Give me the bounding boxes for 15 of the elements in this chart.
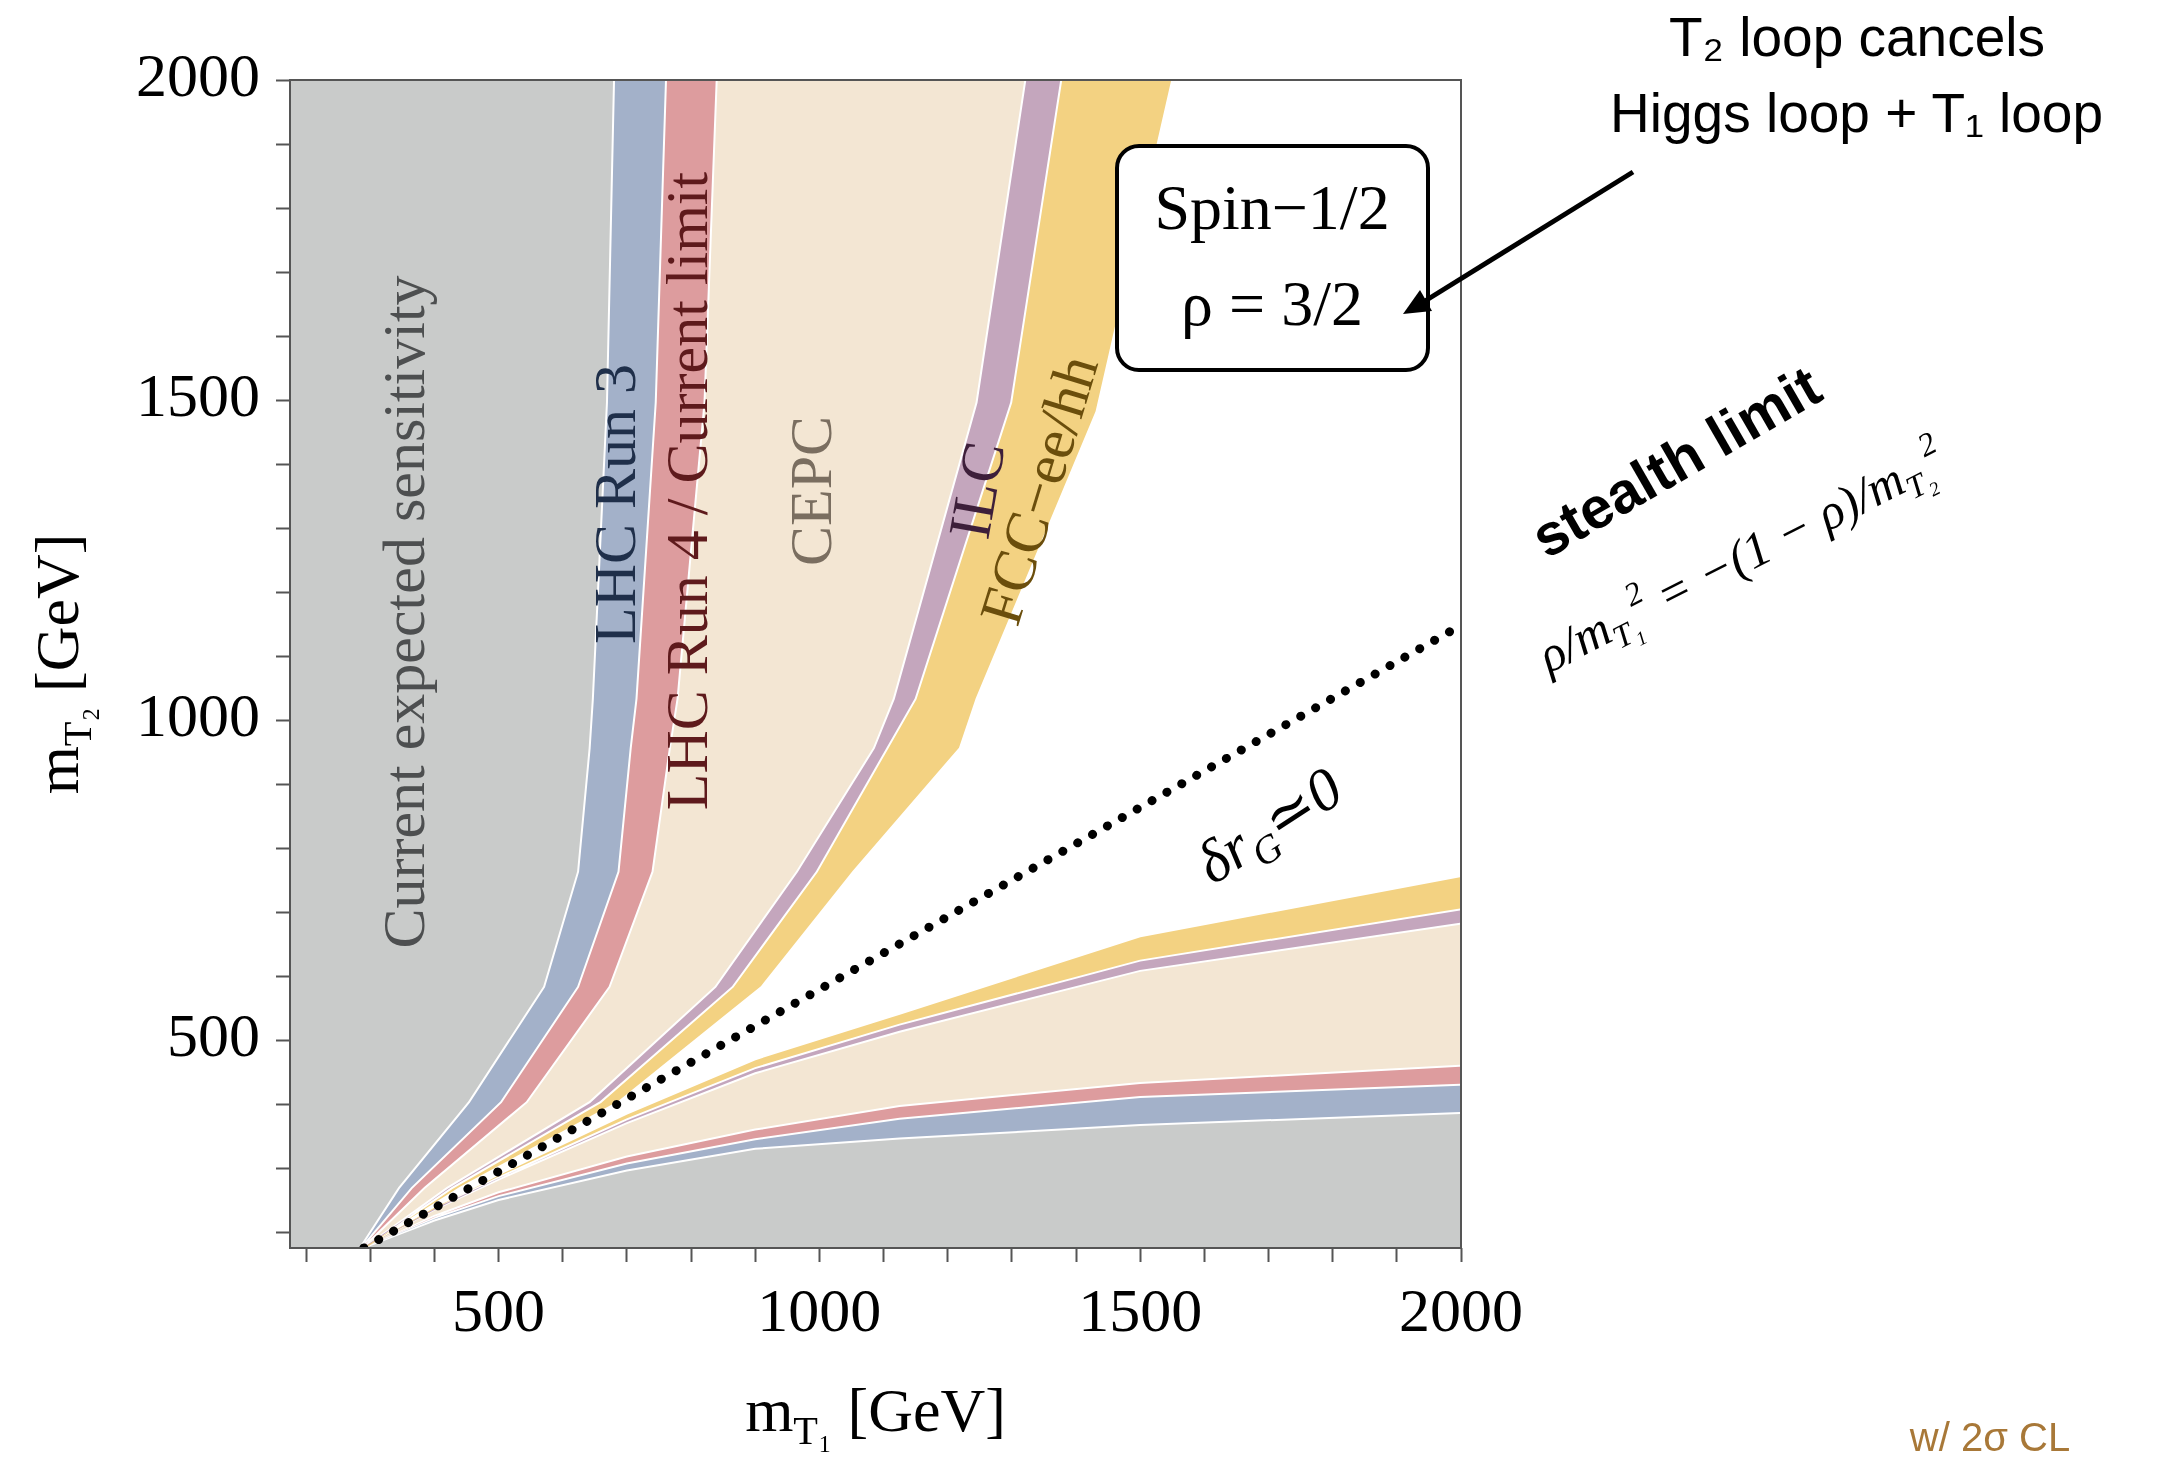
y-tick-label: 2000	[136, 41, 260, 110]
y-axis-title: mT₂ [GeV]	[23, 533, 101, 795]
annotation: Spin−1/2 ρ = 3/2	[1154, 171, 1390, 339]
x-tick-label: 500	[452, 1276, 546, 1345]
annotation: LHC Run 4 / Current limit	[653, 171, 720, 811]
annotation: CEPC	[777, 415, 844, 567]
x-tick-label: 2000	[1399, 1276, 1523, 1345]
annotation: δrG≃0	[1183, 754, 1354, 897]
x-tick-label: 1500	[1078, 1276, 1203, 1345]
text: w/ 2σ CL	[1908, 1415, 2071, 1459]
y-tick-label: 1500	[136, 361, 260, 430]
y-tick-label: 500	[167, 1001, 260, 1070]
y-tick-label: 1000	[136, 681, 260, 750]
text: T₂ loop cancels Higgs loop + T₁ loop	[1610, 6, 2104, 145]
x-tick-label: 1000	[757, 1276, 882, 1345]
